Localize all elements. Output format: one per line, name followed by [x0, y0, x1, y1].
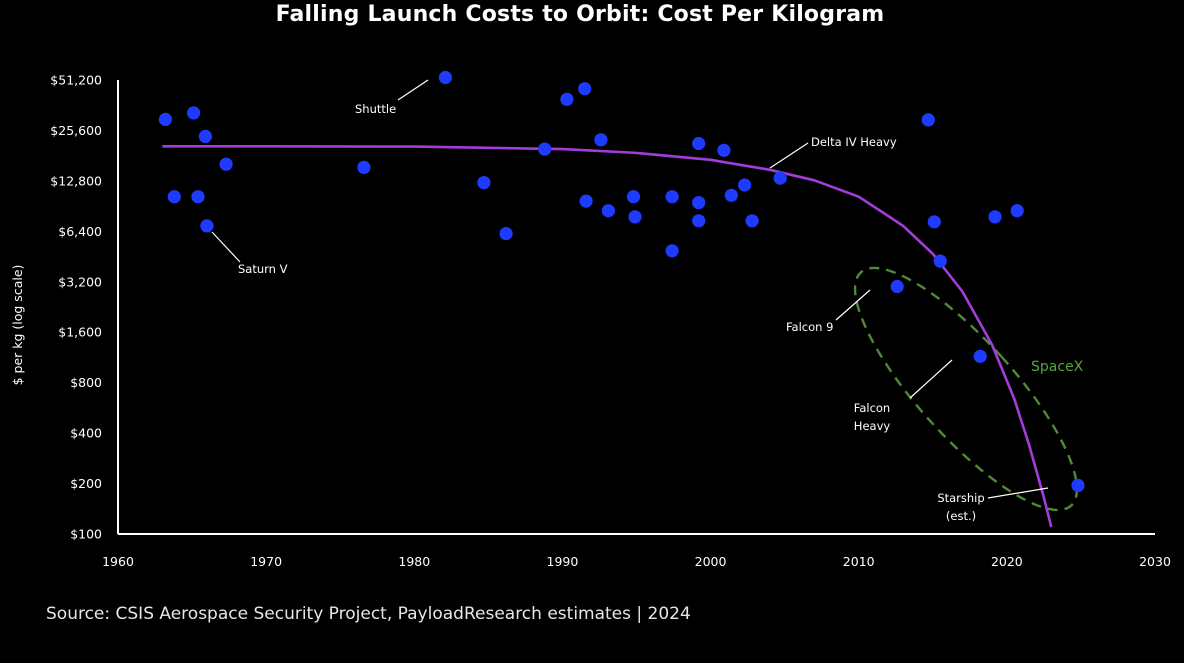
data-point	[158, 112, 172, 126]
data-point	[973, 349, 987, 363]
data-point	[200, 219, 214, 233]
data-point	[191, 190, 205, 204]
y-tick-label: $6,400	[58, 224, 102, 239]
point-label: Starship	[937, 491, 984, 505]
data-point	[219, 157, 233, 171]
leader-line	[769, 142, 809, 169]
y-tick-label: $800	[70, 375, 102, 390]
point-label: Shuttle	[355, 102, 396, 116]
data-point	[628, 210, 642, 224]
data-point	[438, 70, 452, 85]
data-point	[738, 178, 752, 192]
data-point	[745, 214, 759, 228]
data-point	[692, 214, 706, 228]
data-point	[626, 190, 641, 204]
y-tick-label: $400	[70, 426, 102, 441]
trend-layer	[162, 145, 1053, 528]
launch-cost-scatter-chart: 1960 1970 1980 1990 2000 2010 2020 2030 $100 $200…	[10, 70, 1171, 570]
point-labels: Saturn V Shuttle Delta IV Heavy Falcon 9 Fal…	[238, 102, 985, 523]
leader-line	[397, 79, 429, 101]
data-point	[198, 129, 212, 143]
y-tick-label: $200	[70, 476, 102, 491]
data-point	[477, 176, 491, 190]
chart-title: Falling Launch Costs to Orbit: Cost Per …	[275, 2, 885, 27]
y-tick-label: $25,600	[50, 123, 102, 138]
data-point	[579, 194, 593, 208]
data-point	[1071, 478, 1085, 492]
data-point	[692, 136, 706, 151]
leader-line	[835, 289, 871, 321]
x-tick-label: 2010	[843, 554, 875, 569]
point-label: Falcon	[854, 401, 890, 415]
trend-line	[162, 145, 1053, 528]
point-label: Heavy	[854, 419, 891, 433]
spacex-group-label: SpaceX	[1031, 359, 1084, 375]
data-point	[890, 279, 904, 294]
data-point	[933, 254, 947, 268]
x-tick-label: 1970	[250, 554, 282, 569]
data-point	[717, 143, 731, 157]
data-point	[1010, 204, 1024, 218]
point-label: Saturn V	[238, 262, 288, 276]
data-point	[665, 190, 679, 204]
leader-lines	[211, 79, 1049, 499]
x-tick-label: 2000	[695, 554, 727, 569]
leader-line	[987, 487, 1049, 499]
data-point	[357, 160, 371, 174]
point-label: (est.)	[946, 509, 976, 523]
spacex-group: SpaceX	[853, 266, 1084, 512]
data-point	[921, 113, 935, 127]
x-tick-label: 1980	[398, 554, 430, 569]
y-tick-label: $12,800	[50, 173, 102, 188]
y-tick-label: $51,200	[50, 73, 102, 88]
spacex-ellipse	[853, 266, 1079, 512]
data-point	[538, 142, 552, 156]
data-point	[927, 215, 941, 229]
data-point	[187, 106, 201, 120]
data-points	[158, 70, 1085, 492]
x-tick-label: 1990	[547, 554, 579, 569]
data-point	[665, 244, 679, 258]
leader-line	[909, 359, 953, 399]
data-point	[578, 82, 592, 96]
y-tick-label: $100	[70, 527, 102, 542]
y-axis-title: $ per kg (log scale)	[10, 265, 25, 386]
data-point	[167, 190, 181, 204]
data-point	[560, 92, 574, 106]
data-point	[601, 204, 616, 218]
data-point	[499, 227, 513, 241]
axes: 1960 1970 1980 1990 2000 2010 2020 2030 $100 $200…	[10, 73, 1171, 570]
x-tick-label: 1960	[102, 554, 134, 569]
data-point	[988, 210, 1002, 224]
data-point	[773, 171, 787, 185]
x-tick-label: 2030	[1139, 554, 1171, 569]
source-note: Source: CSIS Aerospace Security Project,…	[46, 604, 691, 624]
x-tick-label: 2020	[991, 554, 1023, 569]
data-point	[724, 188, 738, 202]
data-point	[692, 196, 706, 210]
y-tick-label: $3,200	[58, 274, 102, 289]
point-label: Delta IV Heavy	[811, 135, 897, 149]
point-label: Falcon 9	[786, 320, 833, 334]
y-tick-label: $1,600	[58, 325, 102, 340]
data-point	[594, 133, 608, 147]
leader-line	[211, 231, 241, 263]
